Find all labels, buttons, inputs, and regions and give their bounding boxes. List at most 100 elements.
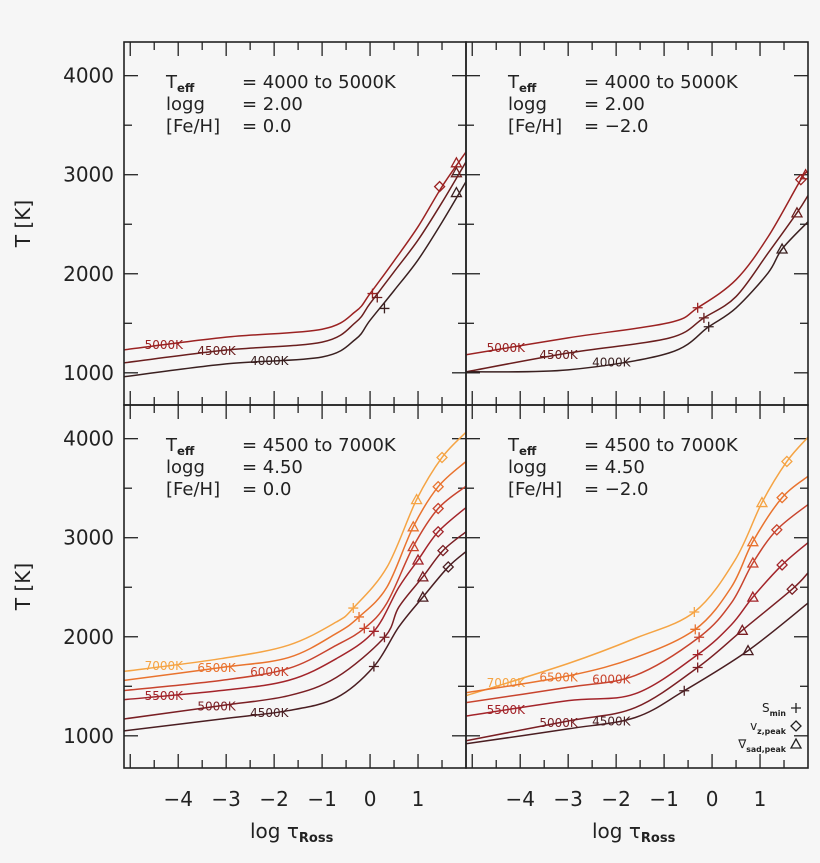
series-line-5000K — [124, 151, 466, 351]
legend-label-triangle: ∇sad,peak — [737, 737, 787, 754]
x-tick-label: −4 — [163, 787, 192, 811]
y-tick-label: 1000 — [63, 724, 114, 748]
s-min-marker — [689, 607, 700, 618]
series-label: 4000K — [592, 356, 632, 370]
annotation-label: logg — [166, 457, 205, 478]
series-label: 4500K — [592, 715, 632, 729]
series-label: 4000K — [250, 354, 290, 368]
annotation-label: [Fe/H] — [166, 116, 220, 137]
nabla-peak-marker — [407, 540, 420, 552]
series-line-4000K — [124, 181, 466, 378]
legend-label-diamond-subscript: z,peak — [757, 727, 787, 736]
annotation-label: Teff — [507, 435, 537, 458]
series-label: 6500K — [539, 670, 579, 684]
s-min-marker — [703, 321, 714, 332]
annotation-label: logg — [508, 94, 547, 115]
legend-label-plus-subscript: min — [770, 709, 786, 718]
annotation-label: [Fe/H] — [508, 479, 562, 500]
legend-label-triangle-subscript: sad,peak — [746, 745, 787, 754]
annotation-value: = 0.0 — [242, 479, 291, 500]
nabla-peak-marker — [746, 556, 759, 568]
annotation-label: [Fe/H] — [508, 116, 562, 137]
x-tick-label: −1 — [649, 787, 678, 811]
nabla-peak-marker — [775, 242, 789, 254]
series-label: 6500K — [197, 661, 237, 675]
nabla-peak-marker — [410, 493, 423, 505]
y-tick-label: 4000 — [63, 64, 114, 88]
x-tick-label: −1 — [307, 787, 336, 811]
panel-frame — [465, 404, 809, 769]
annotation-value: = 4000 to 5000K — [584, 72, 739, 93]
annotation-value: = 2.00 — [242, 94, 303, 115]
curves: 7000K 6500K 6000K 5500K 5000K 4500K — [124, 431, 466, 732]
x-axis-label-subscript: Ross — [641, 831, 676, 846]
s-min-marker — [348, 603, 359, 614]
series-line-6000K — [124, 485, 466, 692]
nabla-peak-marker — [746, 590, 759, 602]
nabla-peak-marker — [736, 623, 749, 635]
x-tick-label: 1 — [412, 787, 425, 811]
series-line-5000K — [124, 531, 466, 720]
y-axis-label: T [K] — [11, 563, 35, 611]
x-tick-label: −4 — [505, 787, 534, 811]
series-label: 4500K — [539, 348, 579, 362]
vz-peak-marker — [432, 480, 445, 493]
annotation-label-text: [Fe/H] — [508, 479, 562, 500]
series-line-6000K — [466, 503, 808, 704]
series-line-5500K — [124, 506, 466, 701]
series-label: 5500K — [487, 703, 527, 717]
x-tick-label: −3 — [553, 787, 582, 811]
annotation-label-subscript: eff — [177, 81, 195, 95]
series-line-4500K — [124, 551, 466, 732]
vz-peak-marker — [794, 173, 807, 186]
series-line-4500K — [466, 195, 808, 373]
x-tick-label: −3 — [211, 787, 240, 811]
annotation-value: = 4000 to 5000K — [242, 72, 397, 93]
x-tick-label: 0 — [706, 787, 719, 811]
annotation-label-subscript: eff — [519, 81, 537, 95]
x-axis-label: log τRoss — [592, 819, 676, 846]
nabla-peak-marker — [790, 206, 804, 218]
annotation-label: Teff — [507, 72, 537, 95]
annotation-value: = 4.50 — [242, 457, 303, 478]
annotation-label-text: logg — [508, 457, 547, 478]
series-label: 5000K — [197, 699, 237, 713]
series-label: 5000K — [539, 716, 579, 730]
s-min-marker — [692, 649, 703, 660]
nabla-peak-marker — [411, 553, 425, 565]
nabla-peak-marker — [416, 570, 429, 582]
series-line-5000K — [466, 171, 808, 356]
annotation-value: = 2.00 — [584, 94, 645, 115]
annotation-value: = 4500 to 7000K — [242, 435, 397, 456]
y-tick-label: 3000 — [63, 163, 114, 187]
s-min-marker — [692, 662, 703, 673]
annotation-label-text: [Fe/H] — [166, 116, 220, 137]
y-tick-label: 2000 — [63, 262, 114, 286]
series-line-4500K — [124, 161, 466, 364]
annotation-label-subscript: eff — [519, 444, 537, 458]
series-line-5500K — [466, 542, 808, 717]
annotation-label: Teff — [165, 435, 195, 458]
series-label: 6000K — [592, 673, 632, 687]
series-label: 5000K — [487, 341, 527, 355]
nabla-peak-marker — [407, 520, 420, 532]
vz-peak-marker — [432, 525, 445, 538]
legend-label-plus-text: S — [762, 701, 770, 715]
annotation-label-text: [Fe/H] — [166, 479, 220, 500]
series-label: 4500K — [197, 344, 237, 358]
series-label: 7000K — [145, 659, 185, 673]
s-min-marker — [368, 661, 379, 672]
x-axis-label-text: log τ — [250, 819, 299, 843]
series-label: 5500K — [145, 689, 185, 703]
vz-peak-marker — [442, 561, 455, 573]
legend-label-diamond-text: v — [750, 719, 757, 733]
y-tick-label: 2000 — [63, 625, 114, 649]
vz-peak-marker — [436, 451, 448, 464]
annotation-label: logg — [166, 94, 205, 115]
annotation-label-text: logg — [508, 94, 547, 115]
x-axis-label: log τRoss — [250, 819, 334, 846]
panel-top-right: Teff = 4000 to 5000K logg = 2.00 [Fe/H] = −2.… — [465, 41, 809, 406]
legend-diamond-icon — [790, 720, 802, 732]
